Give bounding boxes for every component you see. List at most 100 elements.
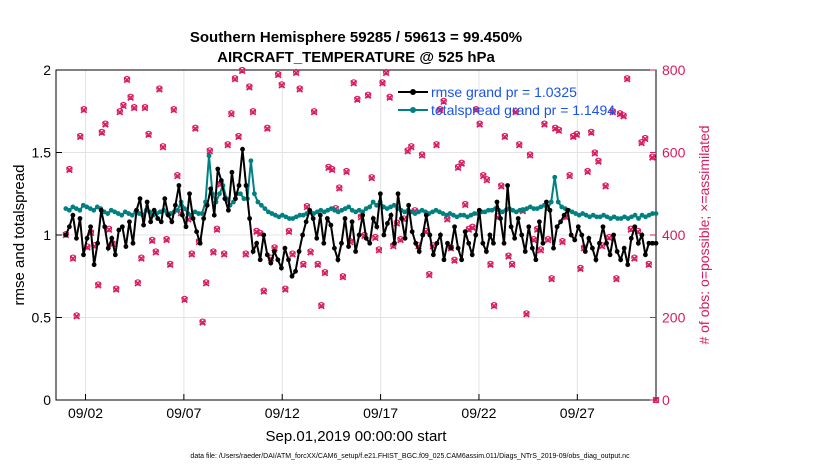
y2-tick-label: 400: [662, 227, 686, 243]
rmse-point: [551, 245, 556, 251]
obs-assimilated-marker: [368, 174, 376, 182]
rmse-point: [501, 240, 507, 246]
obs-possible-marker: [487, 260, 494, 268]
totalspread-point: [199, 211, 205, 216]
obs-possible-marker: [303, 202, 311, 210]
rmse-point: [307, 207, 313, 213]
rmse-point: [180, 212, 185, 218]
rmse-point: [498, 216, 503, 221]
obs-possible-marker: [382, 68, 390, 76]
obs-possible-marker: [523, 310, 530, 317]
obs-assimilated-marker: [613, 275, 620, 283]
x-axis-label: Sep.01,2019 00:00:00 start: [266, 428, 448, 445]
rmse-point: [604, 240, 609, 246]
totalspread-point: [252, 191, 257, 197]
rmse-point: [515, 216, 521, 221]
rmse-point: [275, 257, 281, 263]
rmse-point: [282, 245, 288, 251]
rmse-point: [618, 257, 624, 263]
totalspread-point: [286, 216, 292, 221]
rmse-point: [579, 232, 585, 238]
obs-assimilated-marker: [584, 168, 591, 176]
rmse-point: [363, 235, 369, 241]
obs-possible-marker: [602, 182, 609, 189]
y-tick-label: 0: [43, 392, 51, 408]
rmse-point: [300, 232, 306, 238]
obs-assimilated-marker: [443, 215, 451, 223]
obs-possible-marker: [364, 91, 372, 98]
obs-assimilated-marker: [98, 129, 106, 137]
obs-possible-marker: [354, 95, 361, 103]
rmse-point: [554, 224, 560, 230]
rmse-point: [151, 207, 157, 213]
totalspread-point: [66, 207, 72, 213]
obs-assimilated-marker: [469, 224, 476, 231]
y2-tick-label: 200: [662, 310, 686, 326]
obs-possible-marker: [206, 147, 213, 154]
obs-assimilated-marker: [94, 281, 102, 289]
totalspread-point: [615, 216, 620, 221]
obs-possible-marker: [469, 223, 476, 230]
obs-possible-marker: [501, 132, 509, 140]
obs-possible-marker: [404, 147, 411, 154]
rmse-point: [289, 273, 295, 279]
obs-possible-marker: [559, 238, 566, 245]
rmse-point: [165, 212, 171, 218]
obs-assimilated-marker: [281, 286, 289, 293]
rmse-point: [575, 224, 581, 230]
obs-possible-marker: [73, 312, 80, 319]
rmse-point: [183, 224, 189, 230]
rmse-point: [211, 212, 217, 218]
obs-assimilated-marker: [472, 106, 480, 114]
rmse-point: [77, 216, 83, 221]
obs-possible-marker: [213, 225, 221, 232]
obs-possible-marker: [379, 79, 386, 86]
rmse-point: [540, 240, 546, 246]
obs-assimilated-marker: [138, 255, 145, 262]
rmse-point: [310, 216, 316, 221]
obs-possible-marker: [537, 246, 544, 253]
rmse-point: [512, 235, 518, 241]
obs-possible-marker: [199, 318, 206, 325]
x-tick-label: 09/02: [68, 405, 103, 421]
rmse-point: [377, 191, 383, 197]
obs-assimilated-marker: [292, 69, 300, 77]
rmse-point: [105, 245, 111, 251]
obs-possible-marker: [573, 130, 580, 138]
obs-possible-marker: [282, 285, 289, 292]
rmse-point: [473, 232, 479, 238]
totalspread-point: [262, 206, 268, 212]
rmse-point: [635, 240, 641, 246]
obs-possible-marker: [278, 81, 285, 88]
obs-possible-marker: [343, 167, 350, 175]
obs-possible-marker: [192, 124, 199, 131]
obs-assimilated-marker: [497, 182, 505, 190]
obs-assimilated-marker: [591, 149, 599, 157]
obs-possible-marker: [170, 106, 177, 113]
rmse-point: [593, 257, 599, 263]
rmse-point: [491, 240, 496, 246]
rmse-point: [650, 240, 655, 246]
obs-assimilated-marker: [321, 269, 329, 277]
obs-assimilated-marker: [548, 275, 556, 283]
obs-possible-marker: [314, 260, 321, 268]
obs-possible-marker: [163, 235, 170, 243]
totalspread-point: [105, 211, 111, 216]
rmse-point: [416, 249, 422, 254]
obs-possible-marker: [95, 281, 102, 288]
rmse-point: [225, 207, 231, 213]
obs-possible-marker: [472, 106, 480, 113]
rmse-point: [264, 252, 270, 258]
obs-possible-marker: [310, 108, 318, 115]
rmse-point: [625, 262, 631, 268]
obs-assimilated-marker: [649, 154, 656, 161]
rmse-point: [172, 202, 178, 208]
rmse-point: [480, 240, 486, 246]
obs-possible-marker: [289, 250, 296, 257]
obs-assimilated-marker: [127, 94, 134, 102]
obs-assimilated-marker: [325, 164, 332, 172]
obs-assimilated-marker: [425, 271, 433, 279]
obs-possible-marker: [609, 108, 616, 115]
obs-assimilated-marker: [328, 166, 336, 174]
obs-possible-marker: [595, 157, 602, 164]
